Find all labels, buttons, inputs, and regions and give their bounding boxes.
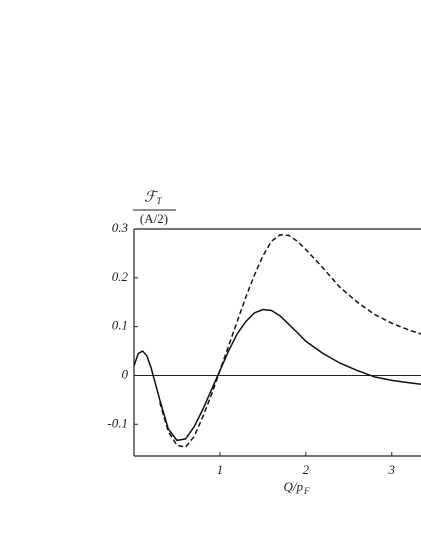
x-tick-label: 1 (217, 462, 224, 477)
y-tick-label: 0.1 (112, 318, 128, 333)
x-label: Q/p (284, 479, 304, 494)
y-tick-label: -0.1 (107, 415, 128, 430)
curve-dashed (159, 234, 421, 449)
y-label-numerator-sub: T (156, 196, 162, 206)
y-tick-label: 0.2 (112, 269, 129, 284)
x-tick-label: 3 (388, 462, 396, 477)
y-tick-label: 0.3 (112, 220, 129, 235)
x-tick-label: 2 (303, 462, 310, 477)
y-label-denominator: (A/2) (140, 211, 168, 226)
x-label-sub: F (303, 486, 310, 496)
y-label-numerator: ℱ (144, 189, 159, 205)
curve-solid (133, 308, 421, 442)
y-tick-label: 0 (122, 366, 129, 381)
